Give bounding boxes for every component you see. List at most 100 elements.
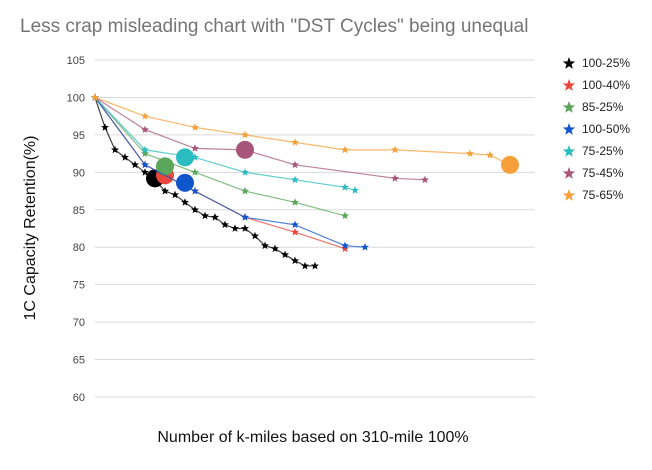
legend-star-icon	[562, 101, 576, 113]
data-point	[191, 186, 199, 195]
legend-label: 75-65%	[582, 188, 624, 202]
data-point	[361, 243, 369, 251]
data-point	[241, 168, 249, 176]
legend-label: 100-25%	[582, 56, 631, 70]
data-point	[341, 241, 349, 250]
y-tick-label: 95	[73, 130, 85, 142]
data-point	[141, 168, 149, 176]
y-tick-label: 65	[73, 355, 85, 367]
data-point	[251, 231, 259, 240]
data-point	[191, 168, 199, 176]
legend-star-icon	[562, 123, 576, 135]
data-point	[291, 198, 299, 206]
legend-item: 100-25%	[562, 52, 630, 74]
data-point	[91, 93, 99, 101]
data-point	[261, 241, 269, 250]
y-tick-label: 100	[67, 92, 85, 104]
legend-label: 100-50%	[582, 122, 631, 136]
legend-item: 100-50%	[562, 118, 630, 140]
data-point	[131, 160, 139, 169]
data-point	[291, 256, 299, 265]
y-tick-label: 60	[73, 392, 85, 404]
data-point	[181, 198, 189, 206]
series-100-50%	[91, 93, 369, 251]
series-line	[94, 96, 511, 166]
legend-item: 100-40%	[562, 74, 630, 96]
data-point	[171, 190, 179, 199]
data-point	[101, 123, 109, 131]
data-point	[291, 138, 299, 146]
data-point	[241, 213, 249, 221]
highlight-marker	[236, 140, 254, 159]
data-point	[161, 186, 169, 195]
highlight-marker	[176, 148, 194, 167]
legend-label: 85-25%	[582, 100, 624, 114]
data-point	[391, 174, 399, 182]
data-point	[291, 228, 299, 236]
data-point	[311, 261, 319, 270]
y-tick-label: 85	[73, 205, 85, 217]
legend-item: 75-25%	[562, 140, 630, 162]
data-point	[281, 250, 289, 259]
series-line	[94, 96, 426, 181]
data-point	[211, 213, 219, 221]
y-tick-label: 105	[67, 55, 85, 67]
data-point	[486, 150, 494, 159]
series-100-25%	[91, 93, 319, 270]
data-point	[241, 130, 249, 139]
legend-item: 75-45%	[562, 162, 630, 184]
legend-star-icon	[562, 57, 576, 69]
data-point	[121, 153, 129, 161]
legend-star-icon	[562, 189, 576, 201]
data-point	[191, 123, 199, 131]
series-line	[94, 96, 356, 191]
highlight-marker	[156, 157, 174, 176]
data-point	[231, 224, 239, 232]
legend-star-icon	[562, 79, 576, 91]
data-point	[141, 125, 149, 134]
data-point	[241, 224, 249, 232]
data-point	[241, 186, 249, 195]
legend-item: 85-25%	[562, 96, 630, 118]
series-75-65%	[91, 93, 519, 174]
legend-item: 75-65%	[562, 184, 630, 206]
data-point	[141, 111, 149, 120]
data-point	[191, 153, 199, 161]
data-point	[141, 145, 149, 154]
data-point	[341, 244, 349, 253]
data-point	[141, 149, 149, 158]
data-point	[291, 220, 299, 229]
series-75-25%	[91, 93, 359, 194]
series-line	[94, 97, 315, 267]
series-line	[94, 97, 346, 250]
x-axis-label: Number of k-miles based on 310-mile 100%	[157, 429, 469, 446]
data-point	[291, 175, 299, 184]
legend: 100-25% 100-40% 85-25% 100-50% 75-25% 75-45% 7…	[562, 52, 630, 206]
legend-star-icon	[562, 145, 576, 157]
data-point	[291, 160, 299, 169]
series-line	[94, 97, 346, 217]
data-point	[391, 145, 399, 154]
legend-label: 75-25%	[582, 144, 624, 158]
highlight-marker	[176, 173, 194, 192]
data-point	[341, 211, 349, 220]
highlight-marker	[501, 155, 519, 174]
y-tick-label: 80	[73, 242, 85, 254]
data-point	[271, 244, 279, 253]
data-point	[351, 186, 359, 194]
series-85-25%	[91, 93, 349, 220]
data-point	[341, 145, 349, 154]
y-tick-label: 70	[73, 317, 85, 329]
legend-star-icon	[562, 167, 576, 179]
y-tick-label: 90	[73, 167, 85, 179]
data-point	[111, 145, 119, 154]
legend-label: 75-45%	[582, 166, 624, 180]
data-point	[421, 175, 429, 184]
data-point	[301, 261, 309, 270]
data-point	[341, 183, 349, 191]
data-point	[466, 149, 474, 158]
data-point	[191, 205, 199, 214]
legend-label: 100-40%	[582, 78, 631, 92]
